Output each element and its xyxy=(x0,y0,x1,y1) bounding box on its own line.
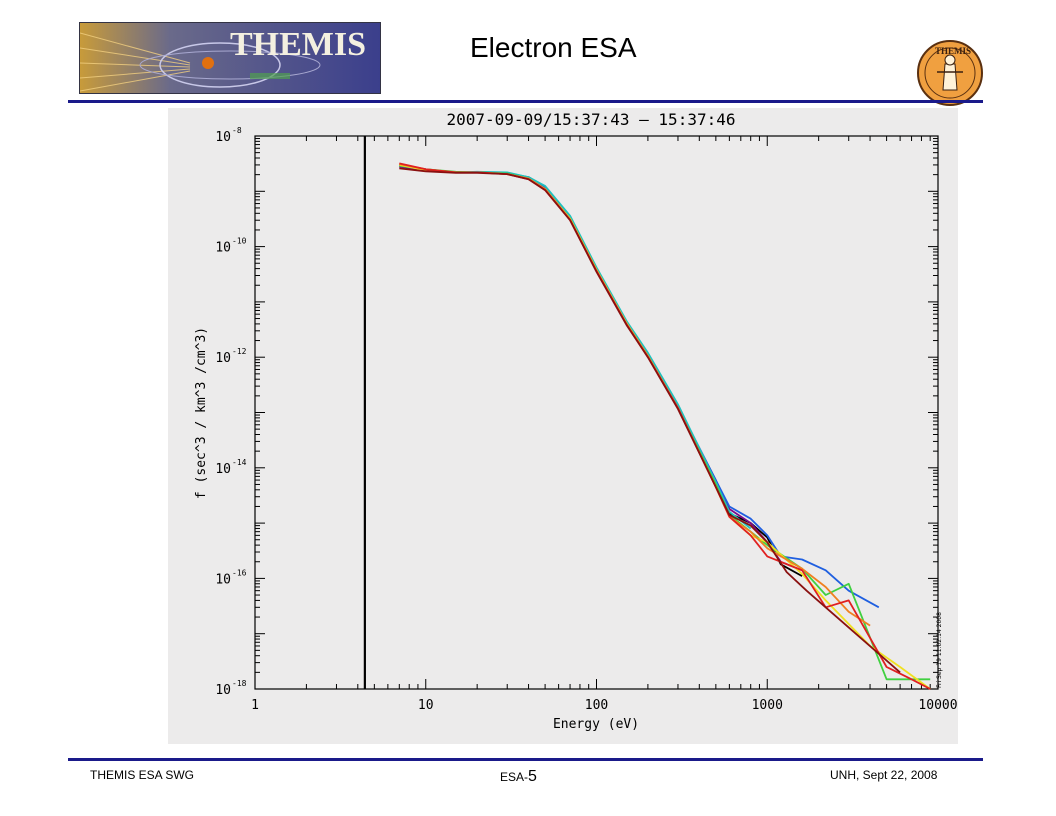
banner-logo-text: THEMIS xyxy=(230,26,366,63)
y-tick-label: 10 -14 xyxy=(215,458,246,477)
y-tick-label: 10 -12 xyxy=(215,347,246,366)
y-tick-label: 10 -8 xyxy=(215,126,241,145)
x-tick-label: 100 xyxy=(585,698,608,713)
x-tick-label: 1000 xyxy=(752,698,783,713)
series-line-8 xyxy=(399,162,931,690)
slide-title: Electron ESA xyxy=(470,32,637,63)
axis-ticks xyxy=(254,136,939,690)
electron-spectrum-chart: 2007-09-09/15:37:43 – 15:37:46 1 10 100 100… xyxy=(194,110,958,732)
footer-page-number: 5 xyxy=(528,768,537,785)
footer-page-prefix: ESA- xyxy=(500,770,529,784)
series-line-2 xyxy=(399,165,803,572)
y-tick-exponent: -12 xyxy=(232,347,247,356)
themis-seal-logo: THEMIS xyxy=(915,38,985,108)
y-tick-base: 10 xyxy=(215,241,231,256)
y-tick-base: 10 xyxy=(215,683,231,698)
themis-seal-graphic: THEMIS xyxy=(917,40,983,106)
y-tick-label: 10 -16 xyxy=(215,568,246,587)
y-tick-base: 10 xyxy=(215,351,231,366)
y-tick-label: 10 -18 xyxy=(215,679,246,698)
y-tick-base: 10 xyxy=(215,572,231,587)
plot-panel: 2007-09-09/15:37:43 – 15:37:46 1 10 100 100… xyxy=(168,108,958,744)
y-tick-label: 10 -10 xyxy=(215,237,246,256)
side-stamp: Fri Sep 19 11:02:14 2008 xyxy=(936,612,943,688)
series-line-4 xyxy=(399,164,752,530)
themis-banner-logo: THEMIS xyxy=(79,22,381,94)
x-tick-label: 10 xyxy=(418,698,434,713)
footer-page: ESA-5 xyxy=(500,768,537,786)
y-tick-exponent: -14 xyxy=(232,458,247,467)
x-tick-label: 1 xyxy=(251,698,259,713)
y-tick-exponent: -16 xyxy=(232,568,247,577)
header-rule xyxy=(68,100,983,103)
footer-right: UNH, Sept 22, 2008 xyxy=(830,768,938,782)
series-line-7 xyxy=(399,163,871,627)
themis-banner-graphic: THEMIS xyxy=(80,23,380,93)
series-line-9 xyxy=(399,167,901,674)
footer-left: THEMIS ESA SWG xyxy=(90,768,195,782)
x-axis-label: Energy (eV) xyxy=(553,717,639,732)
y-tick-exponent: -18 xyxy=(232,679,247,688)
y-axis-label: f (sec^3 / km^3 /cm^3) xyxy=(194,327,209,499)
x-tick-label: 10000 xyxy=(918,698,957,713)
y-tick-exponent: -10 xyxy=(232,237,247,246)
series-line-3 xyxy=(399,164,880,609)
chart-title: 2007-09-09/15:37:43 – 15:37:46 xyxy=(447,110,736,129)
footer-rule xyxy=(68,758,983,761)
y-tick-base: 10 xyxy=(215,130,231,145)
seal-logo-text: THEMIS xyxy=(935,46,971,56)
y-tick-base: 10 xyxy=(215,462,231,477)
plot-frame xyxy=(254,135,939,690)
series-line-6 xyxy=(399,164,931,690)
y-tick-exponent: -8 xyxy=(232,126,242,135)
series-lines xyxy=(399,162,931,690)
